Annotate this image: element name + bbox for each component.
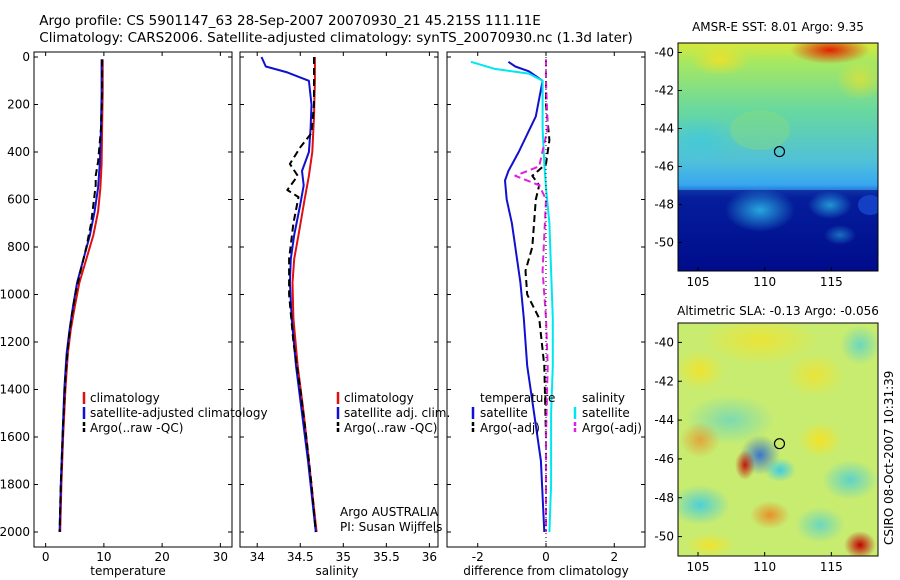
x-tick-label: 35.5 xyxy=(373,550,400,564)
y-tick-label: 1800 xyxy=(0,478,30,492)
x-tick-label: 35 xyxy=(336,550,351,564)
map-x-tick-label: 110 xyxy=(753,560,776,574)
figure-title-line1: Argo profile: CS 5901147_63 28-Sep-2007 … xyxy=(39,13,541,29)
legend-label-climatology: climatology xyxy=(344,391,414,405)
map-y-tick-label: -44 xyxy=(654,122,674,136)
map-x-tick-label: 105 xyxy=(687,560,710,574)
y-tick-label: 1600 xyxy=(0,430,30,444)
map-y-tick-label: -48 xyxy=(654,198,674,212)
series-line-temperature-argo-adj- xyxy=(524,59,551,532)
x-tick-label: 10 xyxy=(96,550,111,564)
argo-location-marker xyxy=(773,438,786,450)
map-y-tick-label: -50 xyxy=(654,236,674,250)
y-tick-label: 1000 xyxy=(0,288,30,302)
y-tick-label: 600 xyxy=(7,193,30,207)
x-tick-label: 2 xyxy=(610,550,618,564)
legend-label-argo: Argo(..raw -QC) xyxy=(344,421,437,435)
legend-header-temperature: temperature xyxy=(480,391,555,405)
difference-xlabel: difference from climatology xyxy=(463,564,629,578)
salinity-legend: climatology satellite adj. clim. Argo(..… xyxy=(336,391,450,534)
y-tick-label: 0 xyxy=(22,50,30,64)
profile-lines xyxy=(58,56,554,544)
x-tick-label: 34 xyxy=(250,550,265,564)
legend-label-climatology: climatology xyxy=(90,391,160,405)
y-tick-label: 400 xyxy=(7,145,30,159)
difference-axes xyxy=(446,51,646,548)
salinity-axes xyxy=(239,51,439,548)
legend-label-sal-argo: Argo(-adj) xyxy=(582,421,642,435)
timestamp-label: CSIRO 08-Oct-2007 10:31:39 xyxy=(882,371,896,545)
x-tick-label: -2 xyxy=(472,550,484,564)
map-y-tick-label: -48 xyxy=(654,491,674,505)
temperature-legend: climatology satellite-adjusted climatolo… xyxy=(82,391,268,435)
x-tick-label: 36 xyxy=(422,550,437,564)
legend-header-salinity: salinity xyxy=(582,391,625,405)
legend-label-satellite: satellite-adjusted climatology xyxy=(90,406,268,420)
map-x-tick-label: 115 xyxy=(820,560,843,574)
map-y-tick-label: -50 xyxy=(654,530,674,544)
y-tick-label: 1200 xyxy=(0,335,30,349)
map-y-tick-label: -46 xyxy=(654,452,674,466)
map-y-tick-label: -40 xyxy=(654,335,674,349)
map-x-tick-label: 105 xyxy=(687,275,710,289)
map-y-tick-label: -42 xyxy=(654,84,674,98)
sst-map-image xyxy=(678,43,878,271)
map-y-tick-label: -44 xyxy=(654,413,674,427)
legend-label-temp-satellite: satellite xyxy=(480,406,528,420)
y-tick-label: 2000 xyxy=(0,525,30,539)
x-tick-label: 0 xyxy=(542,550,550,564)
map-y-tick-label: -46 xyxy=(654,160,674,174)
y-tick-label: 200 xyxy=(7,98,30,112)
x-tick-label: 20 xyxy=(154,550,169,564)
map-x-tick-label: 110 xyxy=(753,275,776,289)
temperature-axes xyxy=(33,51,233,548)
legend-label-temp-argo: Argo(-adj) xyxy=(480,421,540,435)
sst-map-ticks: 105 110 115 -40 -42 -44 -46 -48 -50 xyxy=(654,46,842,290)
argo-location-marker xyxy=(773,145,786,158)
sla-map-image xyxy=(678,323,878,556)
map-y-tick-label: -40 xyxy=(654,46,674,60)
x-tick-label: 0 xyxy=(42,550,50,564)
annotation-institution: Argo AUSTRALIA xyxy=(340,505,439,519)
temperature-xlabel: temperature xyxy=(90,564,165,578)
series-line-argo-raw-qc- xyxy=(286,57,317,533)
sla-map-title: Altimetric SLA: -0.13 Argo: -0.056 xyxy=(677,304,879,318)
map-x-tick-label: 115 xyxy=(820,275,843,289)
axis-ticks: 0 10 20 30020040060080010001200140016001800… xyxy=(0,50,645,564)
sla-map-axes xyxy=(677,322,879,557)
annotation-pi: PI: Susan Wijffels xyxy=(340,520,442,534)
sla-map-ticks: 105 110 115 -40 -42 -44 -46 -48 -50 xyxy=(654,335,842,574)
legend-label-argo: Argo(..raw -QC) xyxy=(90,421,183,435)
series-line-salinity-argo-adj- xyxy=(514,59,549,532)
series-line-argo-raw-qc- xyxy=(58,59,104,533)
map-y-tick-label: -42 xyxy=(654,374,674,388)
legend-label-sal-satellite: satellite xyxy=(582,406,630,420)
sst-map-axes xyxy=(677,42,879,272)
y-tick-label: 1400 xyxy=(0,383,30,397)
series-line-salinity-satellite xyxy=(470,60,554,533)
sst-map-title: AMSR-E SST: 8.01 Argo: 9.35 xyxy=(692,20,864,34)
series-line-satellite-adj-clim- xyxy=(260,56,317,533)
legend-label-satellite: satellite adj. clim. xyxy=(344,406,450,420)
x-tick-label: 34.5 xyxy=(287,550,314,564)
salinity-xlabel: salinity xyxy=(315,564,358,578)
y-tick-label: 800 xyxy=(7,240,30,254)
x-tick-label: 30 xyxy=(213,550,228,564)
figure-title-line2: Climatology: CARS2006. Satellite-adjuste… xyxy=(39,30,632,46)
difference-legend: temperature satellite Argo(-adj) salinit… xyxy=(471,391,642,435)
